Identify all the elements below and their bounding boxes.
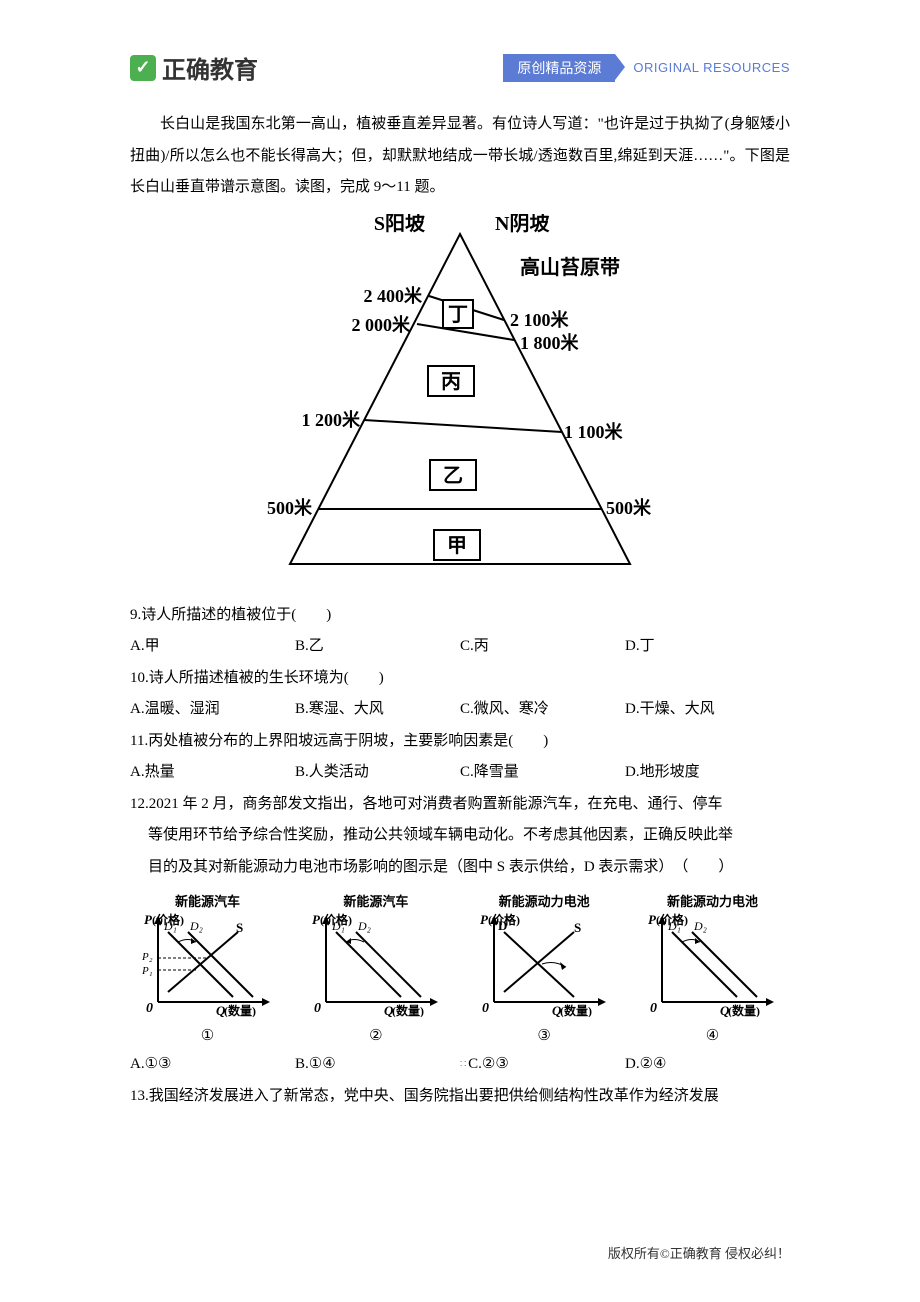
page-header: 正确教育 原创精品资源 ORIGINAL RESOURCES <box>130 50 790 85</box>
svg-text:(数量): (数量) <box>392 1003 424 1017</box>
chart-2: 新能源汽车 P (价格) 0 Q (数量) D₂ D₁ ② <box>298 891 453 1045</box>
chart-2-num: ② <box>298 1026 453 1045</box>
q12-c: ∷ C.②③ <box>460 1049 625 1081</box>
svg-text:D₁: D₁ <box>667 919 681 933</box>
q12-b: B.①④ <box>295 1049 460 1081</box>
svg-text:(数量): (数量) <box>224 1003 256 1017</box>
svg-text:D₂: D₂ <box>357 919 371 933</box>
q10-a: A.温暖、湿润 <box>130 694 295 726</box>
svg-text:S: S <box>236 920 243 935</box>
chart-1-title: 新能源汽车 <box>130 891 285 910</box>
svg-text:1 200米: 1 200米 <box>302 409 362 430</box>
logo-right: 原创精品资源 ORIGINAL RESOURCES <box>503 54 790 82</box>
svg-text:乙: 乙 <box>443 465 463 487</box>
dots-icon: ∷ <box>460 1059 464 1070</box>
q11-options: A.热量 B.人类活动 C.降雪量 D.地形坡度 <box>130 757 790 789</box>
chart-3-title: 新能源动力电池 <box>467 891 622 910</box>
chart-2-title: 新能源汽车 <box>298 891 453 910</box>
mountain-diagram: 丁 丙 乙 甲 S阳坡 N阴坡 高山苔原带 2 400米 2 000米 1 20… <box>260 214 660 584</box>
badge-cn: 原创精品资源 <box>503 54 615 82</box>
svg-text:N阴坡: N阴坡 <box>495 214 550 235</box>
q9-c: C.丙 <box>460 631 625 663</box>
svg-text:D₁: D₁ <box>163 919 177 933</box>
svg-text:0: 0 <box>314 1001 321 1016</box>
svg-text:2 000米: 2 000米 <box>352 314 412 335</box>
svg-text:2 400米: 2 400米 <box>364 285 424 306</box>
q12-line3: 目的及其对新能源动力电池市场影响的图示是（图中 S 表示供给，D 表示需求） （… <box>130 852 790 884</box>
chart-4-title: 新能源动力电池 <box>635 891 790 910</box>
q10-d: D.干燥、大风 <box>625 694 790 726</box>
q10-options: A.温暖、湿润 B.寒湿、大风 C.微风、寒冷 D.干燥、大风 <box>130 694 790 726</box>
svg-text:S: S <box>574 920 581 935</box>
chart-4: 新能源动力电池 P (价格) 0 Q (数量) D₁ D₂ ④ <box>635 891 790 1045</box>
q11-c: C.降雪量 <box>460 757 625 789</box>
svg-text:丙: 丙 <box>441 371 461 393</box>
chart-3-num: ③ <box>467 1026 622 1045</box>
q12-line1: 12.2021 年 2 月，商务部发文指出，各地可对消费者购置新能源汽车，在充电… <box>130 796 723 812</box>
chart-3: 新能源动力电池 P (价格) 0 Q (数量) D S ③ <box>467 891 622 1045</box>
svg-text:500米: 500米 <box>606 497 652 518</box>
q9-d: D.丁 <box>625 631 790 663</box>
svg-text:(数量): (数量) <box>560 1003 592 1017</box>
q13-stem: 13.我国经济发展进入了新常态，党中央、国务院指出要把供给侧结构性改革作为经济发… <box>130 1081 790 1113</box>
svg-text:0: 0 <box>650 1001 657 1016</box>
q11-stem: 11.丙处植被分布的上界阳坡远高于阴坡，主要影响因素是( ) <box>130 726 790 758</box>
svg-text:D₁: D₁ <box>331 919 345 933</box>
q12-stem: 12.2021 年 2 月，商务部发文指出，各地可对消费者购置新能源汽车，在充电… <box>130 789 790 884</box>
q11-d: D.地形坡度 <box>625 757 790 789</box>
svg-text:D₂: D₂ <box>189 919 203 933</box>
q11-b: B.人类活动 <box>295 757 460 789</box>
q9-options: A.甲 B.乙 C.丙 D.丁 <box>130 631 790 663</box>
svg-text:P₁: P₁ <box>141 965 153 977</box>
svg-text:P₂: P₂ <box>141 951 153 963</box>
logo-left: 正确教育 <box>130 50 258 85</box>
q9-stem: 9.诗人所描述的植被位于( ) <box>130 600 790 632</box>
svg-text:2 100米: 2 100米 <box>510 309 570 330</box>
svg-text:甲: 甲 <box>447 535 467 557</box>
q10-c: C.微风、寒冷 <box>460 694 625 726</box>
svg-text:1 100米: 1 100米 <box>564 421 624 442</box>
svg-text:高山苔原带: 高山苔原带 <box>520 255 620 279</box>
q12-line2: 等使用环节给予综合性奖励，推动公共领域车辆电动化。不考虑其他因素，正确反映此举 <box>130 820 790 852</box>
q12-options: A.①③ B.①④ ∷ C.②③ D.②④ <box>130 1049 790 1081</box>
q10-stem: 10.诗人所描述植被的生长环境为( ) <box>130 663 790 695</box>
svg-text:1 800米: 1 800米 <box>520 332 580 353</box>
q12-d: D.②④ <box>625 1049 790 1081</box>
q10-b: B.寒湿、大风 <box>295 694 460 726</box>
chart-1: 新能源汽车 P (价格) 0 Q (数量) D₁ D₂ S P₁ P₂ <box>130 891 285 1045</box>
svg-text:S阳坡: S阳坡 <box>374 214 426 235</box>
chart-4-num: ④ <box>635 1026 790 1045</box>
svg-text:D₂: D₂ <box>693 919 707 933</box>
passage-text: 长白山是我国东北第一高山，植被垂直差异显著。有位诗人写道："也许是过于执拗了(身… <box>130 109 790 204</box>
check-icon <box>130 55 156 81</box>
q9-b: B.乙 <box>295 631 460 663</box>
svg-text:0: 0 <box>482 1001 489 1016</box>
svg-text:(数量): (数量) <box>728 1003 760 1017</box>
badge-en: ORIGINAL RESOURCES <box>633 60 790 75</box>
svg-text:500米: 500米 <box>267 497 313 518</box>
svg-text:D: D <box>498 918 507 933</box>
charts-row: 新能源汽车 P (价格) 0 Q (数量) D₁ D₂ S P₁ P₂ <box>130 891 790 1045</box>
q12-a: A.①③ <box>130 1049 295 1081</box>
chart-1-num: ① <box>130 1026 285 1045</box>
q11-a: A.热量 <box>130 757 295 789</box>
footer-copyright: 版权所有©正确教育 侵权必纠！ <box>608 1243 790 1262</box>
logo-text: 正确教育 <box>162 50 258 85</box>
svg-text:丁: 丁 <box>448 304 468 326</box>
q9-a: A.甲 <box>130 631 295 663</box>
svg-text:0: 0 <box>146 1001 153 1016</box>
